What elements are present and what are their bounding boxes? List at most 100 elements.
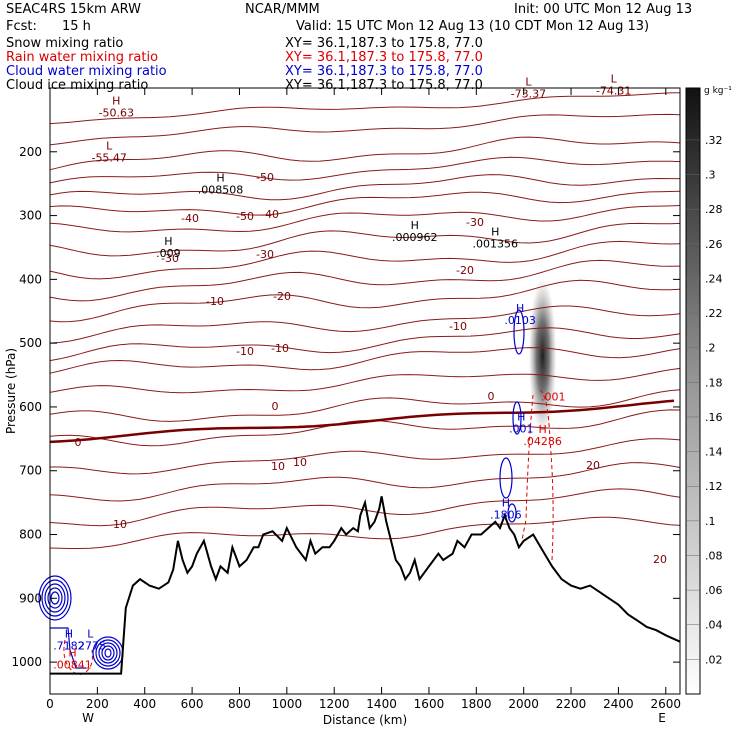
isotherm-line — [49, 240, 681, 280]
isotherm-label: 20 — [653, 553, 667, 566]
isotherm-label: -10 — [271, 342, 289, 355]
isotherm-line — [49, 113, 681, 146]
isotherm-label: -10 — [236, 345, 254, 358]
colorbar-tick-label: .32 — [705, 134, 723, 147]
isotherm-line — [49, 279, 681, 323]
colorbar-tick-label: .3 — [705, 169, 716, 182]
isotherm-label: 0 — [272, 400, 279, 413]
forecast-label: Fcst: — [6, 19, 37, 34]
y-axis-label: Pressure (hPa) — [4, 348, 18, 434]
isotherm-label: -40 — [261, 208, 279, 221]
isotherm-line — [49, 136, 681, 171]
colorbar-tick-label: .12 — [705, 480, 723, 493]
isotherm-label: -40 — [181, 212, 199, 225]
isotherm-label: -30 — [466, 216, 484, 229]
extremum-value-label: .001356 — [473, 237, 519, 250]
cloud-water-contour — [44, 583, 66, 613]
isotherm-line — [49, 259, 681, 302]
extremum-value-label: -74.31 — [596, 84, 631, 97]
legend-cloud-ice-label: Cloud ice mixing ratio — [6, 78, 149, 93]
extremum-type-label: H — [164, 235, 172, 248]
colorbar — [685, 87, 701, 695]
terrain-line — [50, 496, 681, 675]
isotherm-line — [49, 488, 681, 527]
x-tick-label: 1000 — [272, 697, 303, 711]
extremum-type-label: H — [112, 95, 120, 108]
isotherm-line — [49, 347, 681, 374]
isotherm-line — [49, 174, 680, 201]
extremum-value-label: .000962 — [392, 231, 438, 244]
isotherm-line — [49, 327, 681, 362]
plot-frame — [49, 87, 681, 695]
extremum-type-label: H — [68, 646, 76, 659]
cloud-water-contour — [104, 648, 112, 658]
extremum-value-label: -50.63 — [99, 107, 134, 120]
freezing-level-line — [49, 399, 675, 444]
isotherm-label: -10 — [206, 295, 224, 308]
extremum-type-label: L — [87, 627, 94, 640]
x-tick-label: 1400 — [366, 697, 397, 711]
snow-shading — [528, 277, 557, 434]
extremum-type-label: L — [611, 72, 618, 85]
legend-snow-xy: XY= 36.1,187.3 to 175.8, 77.0 — [285, 36, 483, 51]
x-tick-label: 0 — [46, 697, 54, 711]
extremum-type-label: H — [216, 171, 224, 184]
cloud-water-contour — [41, 579, 69, 617]
y-tick-label: 200 — [19, 145, 42, 159]
y-tick-label: 900 — [19, 591, 42, 605]
isotherm-label: -10 — [449, 320, 467, 333]
colorbar-unit-label: g kg⁻¹ — [704, 86, 732, 96]
isotherm-label: 0 — [488, 390, 495, 403]
cloud-water-contour — [513, 309, 525, 355]
x-tick-label: 2600 — [651, 697, 682, 711]
x-tick-label: 2400 — [603, 697, 634, 711]
colorbar-tick-label: .22 — [705, 307, 723, 320]
extremum-type-label: H — [491, 225, 499, 238]
extremum-value-label: .7182 — [53, 639, 85, 652]
isotherm-line — [49, 190, 681, 216]
rain-contour — [521, 394, 534, 541]
isotherm-line — [50, 438, 681, 475]
x-tick-label: 2000 — [508, 697, 539, 711]
x-tick-label: 1800 — [461, 697, 492, 711]
extremum-type-label: H — [516, 302, 524, 315]
cloud-water-contour — [98, 642, 118, 664]
x-tick-label: 200 — [86, 697, 109, 711]
rain-contour — [539, 389, 554, 561]
isotherm-label: 0 — [75, 436, 82, 449]
x-tick-label: 1200 — [319, 697, 350, 711]
isotherm-label: -20 — [456, 264, 474, 277]
isotherm-line — [49, 305, 681, 344]
isotherm-label: 10 — [113, 518, 127, 531]
extremum-value-label: .009 — [156, 247, 181, 260]
x-end-label-east: E — [658, 711, 666, 725]
colorbar-tick-label: .24 — [705, 272, 723, 285]
init-time: Init: 00 UTC Mon 12 Aug 13 — [514, 2, 693, 17]
extremum-value-label: .0103 — [504, 314, 536, 327]
cloud-water-contour — [38, 575, 72, 621]
colorbar-tick-label: .18 — [705, 376, 723, 389]
y-tick-label: 500 — [19, 336, 42, 350]
model-title: SEAC4RS 15km ARW — [6, 2, 142, 17]
extremum-value-label: .001 — [541, 391, 566, 404]
y-tick-label: 700 — [19, 464, 42, 478]
legend-cloud-water-label: Cloud water mixing ratio — [6, 64, 167, 79]
isotherm-line — [49, 389, 681, 422]
extremum-value-label: -73.37 — [511, 88, 546, 101]
colorbar-tick-label: .14 — [705, 446, 723, 459]
extremum-value-label: .001 — [509, 422, 534, 435]
isotherm-label: -20 — [273, 290, 291, 303]
colorbar-tick-label: .2 — [705, 342, 716, 355]
extremum-type-label: H — [502, 497, 510, 510]
extremum-value-label: .1806 — [490, 509, 522, 522]
extremum-value-label: .00841 — [53, 658, 92, 671]
extremum-type-label: H — [65, 627, 73, 640]
cloud-water-contour — [101, 645, 115, 661]
cloud-water-contour — [507, 503, 517, 523]
isotherm-label: -30 — [161, 252, 179, 265]
isotherm-line — [49, 367, 681, 394]
y-tick-label: 600 — [19, 400, 42, 414]
colorbar-tick-label: .04 — [705, 619, 723, 632]
x-tick-label: 2200 — [556, 697, 587, 711]
isotherm-line — [49, 222, 681, 257]
